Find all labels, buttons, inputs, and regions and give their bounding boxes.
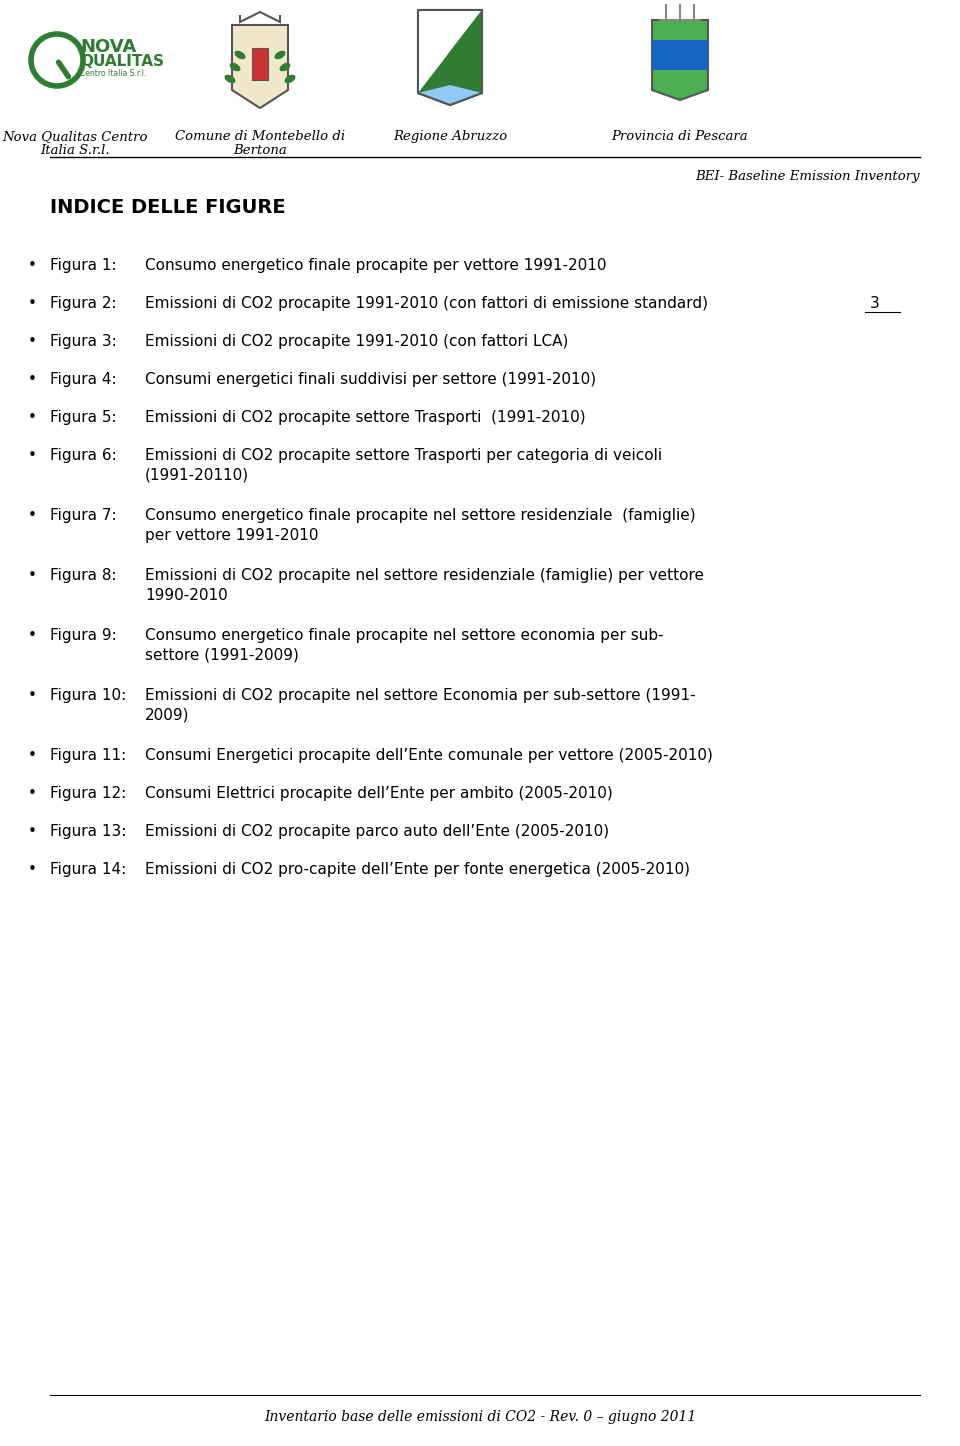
Ellipse shape [225, 75, 235, 84]
Text: Figura 9:: Figura 9: [50, 628, 117, 643]
Polygon shape [232, 25, 288, 108]
Polygon shape [418, 10, 455, 93]
Text: Figura 5:: Figura 5: [50, 411, 116, 425]
Text: •: • [28, 824, 36, 839]
Text: Emissioni di CO2 procapite 1991-2010 (con fattori LCA): Emissioni di CO2 procapite 1991-2010 (co… [145, 334, 568, 348]
Text: •: • [28, 257, 36, 273]
Text: Figura 13:: Figura 13: [50, 824, 127, 839]
Text: Figura 2:: Figura 2: [50, 296, 116, 311]
Text: Centro Italia S.r.l.: Centro Italia S.r.l. [80, 69, 146, 78]
Text: Figura 14:: Figura 14: [50, 862, 127, 878]
Text: Emissioni di CO2 procapite settore Trasporti  (1991-2010): Emissioni di CO2 procapite settore Trasp… [145, 411, 586, 425]
Text: Figura 11:: Figura 11: [50, 748, 127, 763]
Text: settore (1991-2009): settore (1991-2009) [145, 648, 299, 664]
Ellipse shape [234, 51, 246, 59]
Text: •: • [28, 411, 36, 425]
Text: BEI- Baseline Emission Inventory: BEI- Baseline Emission Inventory [695, 171, 920, 184]
Text: •: • [28, 748, 36, 763]
Text: Figura 4:: Figura 4: [50, 372, 116, 388]
Text: 1990-2010: 1990-2010 [145, 589, 228, 603]
Text: Consumi energetici finali suddivisi per settore (1991-2010): Consumi energetici finali suddivisi per … [145, 372, 596, 388]
Text: •: • [28, 688, 36, 703]
Text: 3: 3 [870, 296, 879, 311]
Text: Figura 12:: Figura 12: [50, 787, 127, 801]
Text: •: • [28, 334, 36, 348]
Text: Comune di Montebello di: Comune di Montebello di [175, 130, 345, 143]
Text: Figura 8:: Figura 8: [50, 568, 116, 583]
Text: 2009): 2009) [145, 709, 189, 723]
Text: Figura 1:: Figura 1: [50, 257, 116, 273]
Ellipse shape [275, 51, 285, 59]
Text: •: • [28, 862, 36, 878]
Text: NOVA: NOVA [80, 38, 136, 56]
Text: (1991-20110): (1991-20110) [145, 469, 250, 483]
Text: Emissioni di CO2 procapite nel settore Economia per sub-settore (1991-: Emissioni di CO2 procapite nel settore E… [145, 688, 696, 703]
Bar [252, 48, 268, 80]
Text: Consumo energetico finale procapite per vettore 1991-2010: Consumo energetico finale procapite per … [145, 257, 607, 273]
Text: •: • [28, 628, 36, 643]
Text: Emissioni di CO2 procapite settore Trasporti per categoria di veicoli: Emissioni di CO2 procapite settore Trasp… [145, 448, 662, 463]
Text: QUALITAS: QUALITAS [80, 54, 164, 68]
Text: Emissioni di CO2 procapite nel settore residenziale (famiglie) per vettore: Emissioni di CO2 procapite nel settore r… [145, 568, 704, 583]
Text: •: • [28, 568, 36, 583]
Text: Emissioni di CO2 pro-capite dell’Ente per fonte energetica (2005-2010): Emissioni di CO2 pro-capite dell’Ente pe… [145, 862, 690, 878]
Text: Nova Qualitas Centro: Nova Qualitas Centro [2, 130, 148, 143]
Text: Figura 6:: Figura 6: [50, 448, 117, 463]
Text: Emissioni di CO2 procapite 1991-2010 (con fattori di emissione standard): Emissioni di CO2 procapite 1991-2010 (co… [145, 296, 708, 311]
Ellipse shape [284, 75, 296, 84]
Text: Figura 10:: Figura 10: [50, 688, 127, 703]
Text: Figura 3:: Figura 3: [50, 334, 117, 348]
Text: Inventario base delle emissioni di CO2 - Rev. 0 – giugno 2011: Inventario base delle emissioni di CO2 -… [264, 1410, 696, 1424]
Polygon shape [418, 85, 482, 106]
Text: Consumi Elettrici procapite dell’Ente per ambito (2005-2010): Consumi Elettrici procapite dell’Ente pe… [145, 787, 612, 801]
Text: Consumo energetico finale procapite nel settore residenziale  (famiglie): Consumo energetico finale procapite nel … [145, 508, 696, 523]
Text: Figura 7:: Figura 7: [50, 508, 116, 523]
Polygon shape [440, 10, 482, 65]
Text: Bertona: Bertona [233, 145, 287, 158]
Text: Emissioni di CO2 procapite parco auto dell’Ente (2005-2010): Emissioni di CO2 procapite parco auto de… [145, 824, 610, 839]
Text: Italia S.r.l.: Italia S.r.l. [40, 145, 109, 158]
Text: INDICE DELLE FIGURE: INDICE DELLE FIGURE [50, 198, 286, 217]
Text: •: • [28, 508, 36, 523]
Text: Regione Abruzzo: Regione Abruzzo [393, 130, 507, 143]
Ellipse shape [229, 62, 241, 71]
Text: •: • [28, 372, 36, 388]
Bar [652, 40, 708, 69]
Text: Consumi Energetici procapite dell’Ente comunale per vettore (2005-2010): Consumi Energetici procapite dell’Ente c… [145, 748, 713, 763]
Polygon shape [418, 10, 482, 93]
Text: Consumo energetico finale procapite nel settore economia per sub-: Consumo energetico finale procapite nel … [145, 628, 663, 643]
Ellipse shape [279, 62, 291, 71]
Text: •: • [28, 448, 36, 463]
Text: •: • [28, 787, 36, 801]
Text: Provincia di Pescara: Provincia di Pescara [612, 130, 748, 143]
Polygon shape [418, 10, 482, 106]
Polygon shape [652, 20, 708, 100]
Text: •: • [28, 296, 36, 311]
Text: per vettore 1991-2010: per vettore 1991-2010 [145, 528, 319, 544]
Polygon shape [418, 10, 482, 106]
Polygon shape [418, 10, 482, 106]
